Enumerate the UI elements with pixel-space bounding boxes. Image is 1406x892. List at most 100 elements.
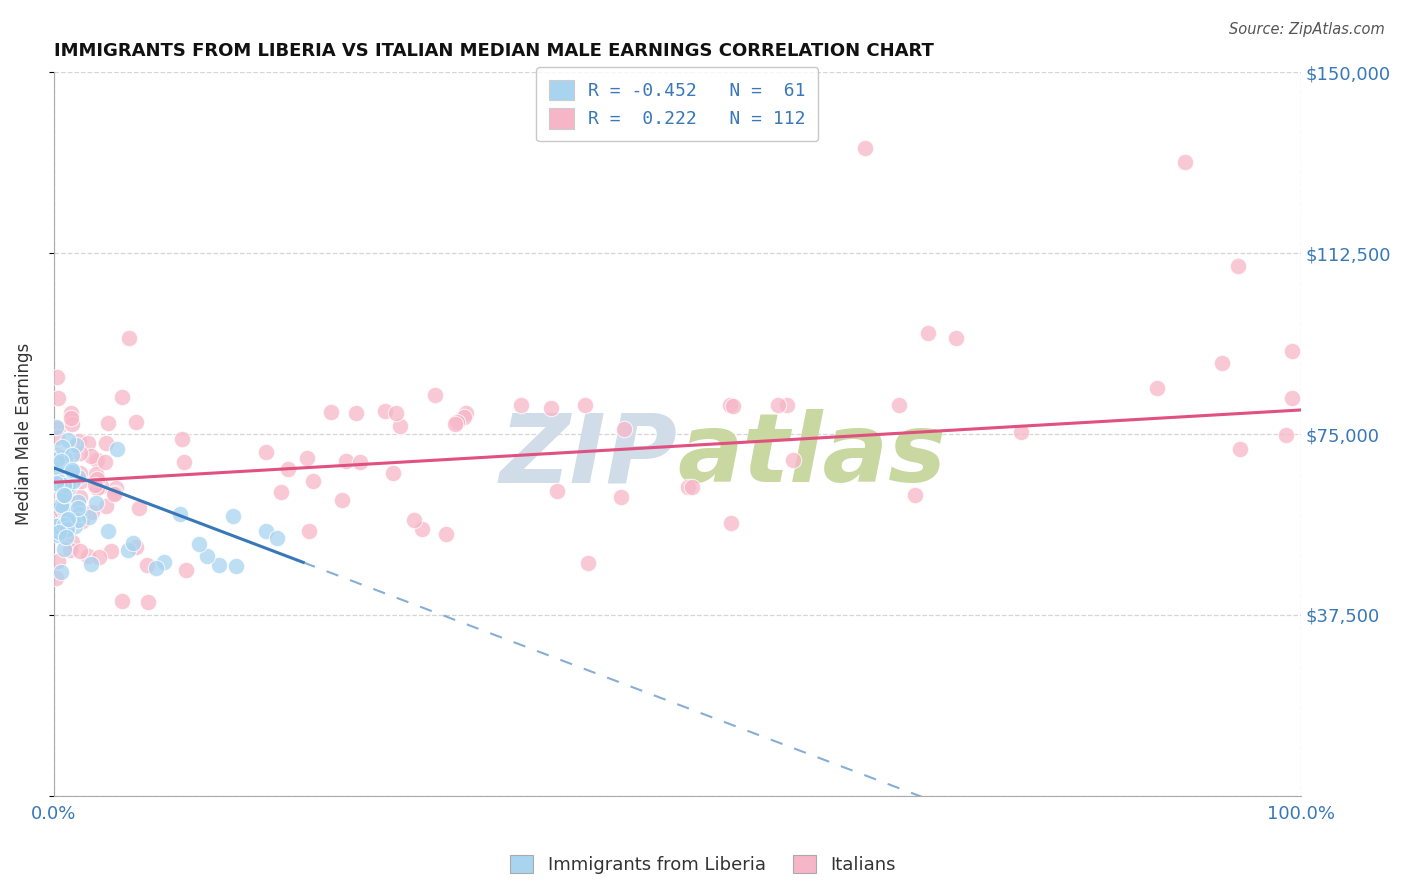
Point — [188, 536, 211, 550]
Point — [889, 398, 911, 412]
Point — [52, 488, 75, 502]
Point — [90, 478, 112, 492]
Point — [510, 398, 533, 412]
Point — [96, 416, 118, 430]
Point — [917, 326, 939, 340]
Point — [69, 543, 91, 558]
Point — [904, 488, 927, 502]
Point — [254, 444, 277, 458]
Point — [723, 399, 745, 413]
Text: IMMIGRANTS FROM LIBERIA VS ITALIAN MEDIAN MALE EARNINGS CORRELATION CHART: IMMIGRANTS FROM LIBERIA VS ITALIAN MEDIA… — [53, 42, 934, 60]
Point — [59, 543, 82, 558]
Point — [94, 455, 117, 469]
Point — [60, 535, 83, 549]
Point — [782, 453, 804, 467]
Point — [45, 571, 67, 585]
Point — [66, 501, 89, 516]
Point — [720, 516, 742, 530]
Point — [67, 508, 90, 522]
Y-axis label: Median Male Earnings: Median Male Earnings — [15, 343, 32, 525]
Point — [56, 522, 79, 536]
Point — [84, 467, 107, 482]
Point — [136, 558, 159, 572]
Point — [295, 451, 318, 466]
Point — [718, 398, 741, 412]
Point — [105, 442, 128, 456]
Point — [51, 440, 73, 454]
Point — [576, 556, 599, 570]
Point — [49, 454, 72, 468]
Point — [46, 421, 69, 435]
Point — [1281, 343, 1303, 358]
Point — [65, 518, 87, 533]
Point — [69, 491, 91, 505]
Point — [53, 514, 76, 528]
Point — [266, 531, 288, 545]
Point — [46, 391, 69, 405]
Point — [776, 398, 799, 412]
Point — [53, 518, 76, 533]
Point — [111, 593, 134, 607]
Point — [82, 505, 104, 519]
Text: atlas: atlas — [678, 409, 946, 502]
Point — [49, 565, 72, 579]
Point — [65, 437, 87, 451]
Point — [454, 407, 477, 421]
Text: ZIP: ZIP — [499, 409, 678, 502]
Point — [52, 501, 75, 516]
Point — [69, 467, 91, 481]
Point — [86, 481, 108, 495]
Point — [60, 405, 83, 419]
Point — [97, 524, 120, 538]
Point — [124, 540, 146, 554]
Point — [66, 495, 89, 509]
Point — [302, 474, 325, 488]
Point — [574, 398, 596, 412]
Point — [53, 529, 76, 543]
Point — [122, 536, 145, 550]
Point — [53, 500, 76, 515]
Point — [385, 407, 408, 421]
Point — [423, 388, 446, 402]
Point — [87, 550, 110, 565]
Point — [84, 495, 107, 509]
Point — [55, 524, 77, 538]
Point — [1146, 381, 1168, 395]
Point — [270, 485, 292, 500]
Point — [1174, 155, 1197, 169]
Point — [49, 450, 72, 465]
Point — [48, 509, 70, 524]
Point — [52, 488, 75, 502]
Point — [404, 513, 426, 527]
Legend: Immigrants from Liberia, Italians: Immigrants from Liberia, Italians — [501, 846, 905, 883]
Point — [169, 507, 191, 521]
Point — [56, 477, 79, 491]
Point — [48, 485, 70, 500]
Point — [56, 433, 79, 447]
Point — [62, 448, 84, 462]
Point — [610, 490, 633, 504]
Point — [381, 466, 404, 480]
Point — [49, 475, 72, 489]
Point — [173, 455, 195, 469]
Point — [53, 496, 76, 510]
Point — [100, 543, 122, 558]
Point — [374, 404, 396, 418]
Point — [51, 483, 73, 497]
Point — [540, 401, 562, 416]
Point — [60, 462, 83, 476]
Point — [77, 436, 100, 450]
Point — [49, 504, 72, 518]
Point — [48, 524, 70, 539]
Point — [225, 558, 247, 573]
Point — [1275, 427, 1298, 442]
Point — [58, 480, 80, 494]
Point — [349, 455, 371, 469]
Point — [67, 434, 90, 448]
Point — [66, 513, 89, 527]
Point — [153, 555, 176, 569]
Point — [104, 485, 127, 500]
Point — [118, 330, 141, 344]
Point — [277, 462, 299, 476]
Point — [80, 450, 103, 464]
